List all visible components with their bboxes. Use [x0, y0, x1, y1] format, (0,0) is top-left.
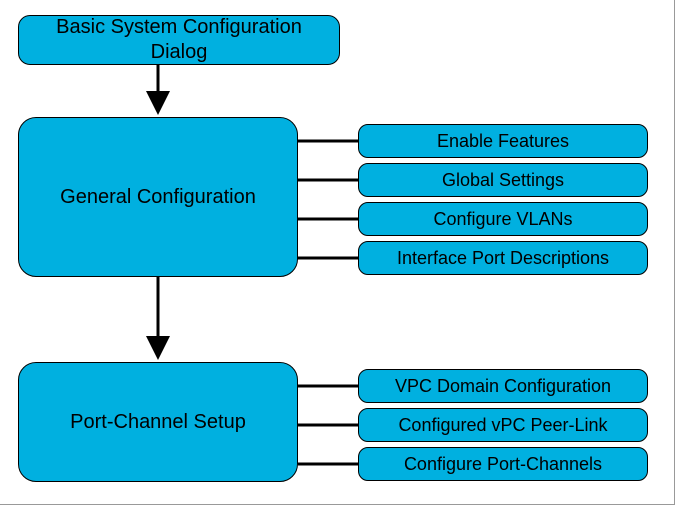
node-p1-label: VPC Domain Configuration [395, 375, 611, 398]
node-g1-label: Enable Features [437, 130, 569, 153]
node-p3: Configure Port-Channels [358, 447, 648, 481]
node-general-label: General Configuration [60, 185, 256, 210]
node-start-label: Basic System Configuration Dialog [29, 15, 329, 65]
node-general: General Configuration [18, 117, 298, 277]
node-g1: Enable Features [358, 124, 648, 158]
node-g2-label: Global Settings [442, 169, 564, 192]
node-p2: Configured vPC Peer-Link [358, 408, 648, 442]
node-g3: Configure VLANs [358, 202, 648, 236]
node-port-label: Port-Channel Setup [70, 410, 246, 435]
node-start: Basic System Configuration Dialog [18, 15, 340, 65]
node-g4-label: Interface Port Descriptions [397, 247, 609, 270]
node-g3-label: Configure VLANs [433, 208, 572, 231]
node-p3-label: Configure Port-Channels [404, 453, 602, 476]
node-p1: VPC Domain Configuration [358, 369, 648, 403]
node-p2-label: Configured vPC Peer-Link [398, 414, 607, 437]
node-g4: Interface Port Descriptions [358, 241, 648, 275]
node-g2: Global Settings [358, 163, 648, 197]
node-port: Port-Channel Setup [18, 362, 298, 482]
